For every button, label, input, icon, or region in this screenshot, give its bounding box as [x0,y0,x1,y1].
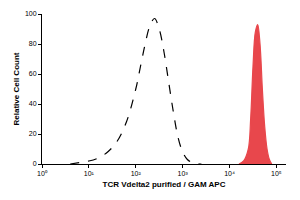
svg-text:10³: 10³ [178,170,189,177]
svg-text:0: 0 [33,160,37,167]
svg-text:80: 80 [29,40,37,47]
svg-text:20: 20 [29,130,37,137]
svg-text:10²: 10² [131,170,142,177]
svg-text:TCR Vdelta2 purified / GAM APC: TCR Vdelta2 purified / GAM APC [103,180,226,189]
svg-text:Relative Cell Count: Relative Cell Count [12,52,21,125]
svg-text:10⁰: 10⁰ [37,170,48,177]
svg-text:10⁵: 10⁵ [271,170,282,177]
svg-text:100: 100 [25,10,37,17]
svg-text:40: 40 [29,100,37,107]
svg-text:60: 60 [29,70,37,77]
svg-text:10⁴: 10⁴ [224,170,235,177]
svg-text:10¹: 10¹ [84,170,95,177]
